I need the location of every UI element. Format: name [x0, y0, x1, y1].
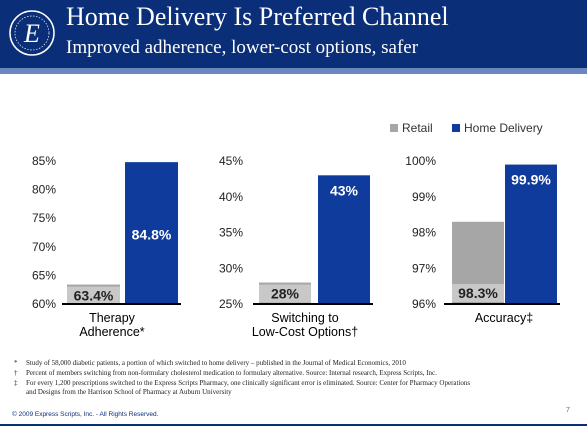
y-tick-label: 35%	[219, 226, 243, 240]
express-scripts-logo: E	[9, 10, 55, 56]
y-tick-label: 80%	[32, 183, 56, 197]
bar-home-delivery	[505, 164, 557, 304]
bar-home-delivery	[125, 162, 178, 304]
footnote-3-continued: and Designs from the Harrison School of …	[26, 388, 232, 397]
category-label: Adherence*	[79, 325, 144, 339]
slide-title: Home Delivery Is Preferred Channel	[66, 2, 449, 31]
footnote-text: Study of 58,000 diabetic patients, a por…	[26, 359, 406, 367]
chart-2: 25% 30% 35% 40% 45% 28% 43% Switching toLow-Cos…	[219, 154, 373, 339]
legend-home-delivery-label: Home Delivery	[464, 121, 543, 135]
y-tick-label: 85%	[32, 154, 56, 168]
data-label-box	[259, 284, 311, 303]
y-tick-label: 45%	[219, 154, 243, 168]
footnote-text: Percent of members switching from non-fo…	[26, 369, 437, 377]
category-label: Low-Cost Options†	[252, 325, 358, 339]
y-tick-label: 99%	[412, 190, 436, 204]
footnote-3: ‡ For every 1,200 prescriptions switched …	[14, 379, 471, 388]
category-label: Therapy	[89, 311, 136, 325]
data-label-retail: 28%	[271, 286, 300, 302]
y-tick-label: 75%	[32, 211, 56, 225]
data-label-box	[452, 284, 504, 302]
footer-line	[0, 424, 587, 426]
bar-home-delivery	[318, 175, 370, 304]
chart-3: 96% 97% 98% 99% 100% 98.3% 99.9% Accuracy‡	[405, 154, 560, 325]
y-tick-label: 98%	[412, 226, 436, 240]
y-tick-label: 25%	[219, 297, 243, 311]
footnote-2: † Percent of members switching from non-f…	[14, 369, 437, 378]
y-tick-label: 100%	[405, 154, 436, 168]
legend: Retail Home Delivery	[390, 121, 543, 135]
y-tick-label: 65%	[32, 268, 56, 282]
footnote-1: * Study of 58,000 diabetic patients, a po…	[14, 359, 406, 368]
category-label: Accuracy‡	[475, 311, 533, 325]
data-label-box	[67, 286, 120, 305]
title-banner	[0, 0, 587, 68]
footnote-mark: †	[14, 369, 18, 377]
copyright-notice: © 2009 Express Scripts, Inc. - All Right…	[12, 411, 159, 418]
y-tick-label: 70%	[32, 240, 56, 254]
data-label-retail: 98.3%	[458, 285, 498, 301]
y-tick-label: 96%	[412, 297, 436, 311]
svg-text:E: E	[23, 19, 40, 48]
footnote-mark: ‡	[14, 379, 18, 387]
y-tick-label: 97%	[412, 261, 436, 275]
data-label-home-delivery: 84.8%	[132, 227, 172, 243]
data-label-home-delivery: 99.9%	[511, 172, 551, 188]
footnote-text: For every 1,200 prescriptions switched t…	[26, 379, 471, 387]
charts-group: 60% 65% 70% 75% 80% 85% 63.4% 84.8% TherapyAdher…	[32, 154, 560, 339]
y-tick-label: 60%	[32, 297, 56, 311]
page-number: 7	[566, 407, 570, 414]
chart-1: 60% 65% 70% 75% 80% 85% 63.4% 84.8% TherapyAdher…	[32, 154, 181, 339]
legend-home-delivery-swatch	[452, 124, 460, 132]
slide-subtitle: Improved adherence, lower-cost options, …	[66, 37, 419, 58]
category-label: Switching to	[271, 311, 338, 325]
footnote-text: and Designs from the Harrison School of …	[26, 388, 232, 396]
legend-retail-label: Retail	[402, 121, 433, 135]
data-label-retail: 63.4%	[74, 288, 114, 304]
title-band	[0, 68, 587, 74]
y-tick-label: 30%	[219, 261, 243, 275]
footnote-mark: *	[14, 359, 18, 367]
y-tick-label: 40%	[219, 190, 243, 204]
data-label-home-delivery: 43%	[330, 182, 359, 198]
legend-retail-swatch	[390, 124, 398, 132]
